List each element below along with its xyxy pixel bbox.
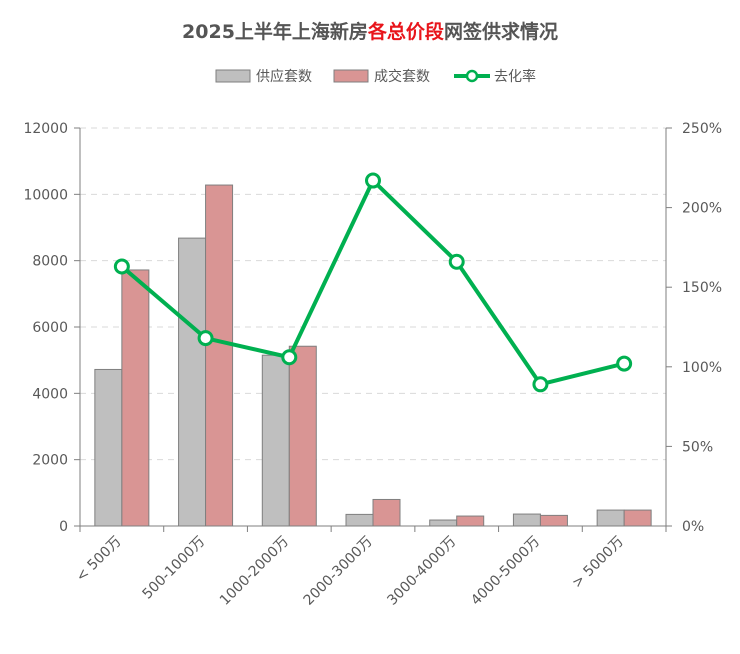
bars [94,184,652,527]
legend-swatch-0 [215,69,251,83]
x-tick-label: 500-1000万 [140,534,209,603]
bar-0 [596,509,625,527]
x-tick-label: < 500万 [73,534,125,586]
x-tick-label: 2000-3000万 [301,534,376,609]
rate-point [532,376,549,393]
right-tick-label: 200% [682,201,722,217]
right-tick-label: 100% [682,360,722,376]
x-tick-label: > 5000万 [569,534,627,592]
bar-1 [372,498,401,527]
bar-0 [94,368,123,527]
right-tick-label: 250% [682,121,722,137]
bar-0 [178,237,207,527]
legend-label-0: 供应套数 [256,68,312,85]
left-tick-label: 4000 [32,386,68,402]
bar-0 [429,519,458,527]
bar-1 [456,515,485,527]
x-tick-label: 4000-5000万 [468,534,543,609]
rate-point [113,258,130,275]
chart-title-highlight: 各总价段 [367,20,445,43]
left-tick-label: 6000 [32,320,68,336]
right-tick-label: 150% [682,280,722,296]
legend-marker [465,69,479,83]
rate-point [365,172,381,189]
bar-1 [288,345,317,527]
grid [80,127,666,461]
chart-title-suffix: 网签供求情况 [444,20,558,43]
left-tick-label: 2000 [32,453,68,469]
legend-label-2: 去化率 [494,68,536,85]
left-tick-label: 10000 [23,187,68,203]
right-tick-label: 0% [682,519,704,535]
rate-point [197,330,214,347]
right-tick-label: 50% [682,439,713,455]
left-tick-label: 12000 [23,121,68,137]
x-tick-label: 1000-2000万 [217,534,292,609]
rate-line [113,172,633,393]
rate-point [448,253,465,270]
watermark-text: 搜狐号@搜狐焦点宿州站 [574,629,728,646]
left-tick-label: 0 [59,519,68,535]
chart-title-prefix: 2025上半年上海新房 [182,20,368,43]
bar-1 [539,514,568,527]
rate-point [616,355,633,372]
legend: 供应套数 成交套数 去化率 [215,68,536,85]
bar-0 [345,513,374,527]
rate-point [281,349,298,366]
watermark: 搜狐号@搜狐焦点宿州站 [574,629,728,646]
left-tick-label: 8000 [32,254,68,270]
bar-1 [623,509,652,527]
bar-0 [512,513,541,527]
x-tick-label: 3000-4000万 [384,534,459,609]
bar-1 [121,269,150,527]
legend-swatch-1 [333,69,369,83]
chart-title: 2025上半年上海新房各总价段网签供求情况 [182,20,558,43]
bar-1 [205,184,234,527]
bar-0 [261,354,290,527]
legend-label-1: 成交套数 [374,68,430,85]
